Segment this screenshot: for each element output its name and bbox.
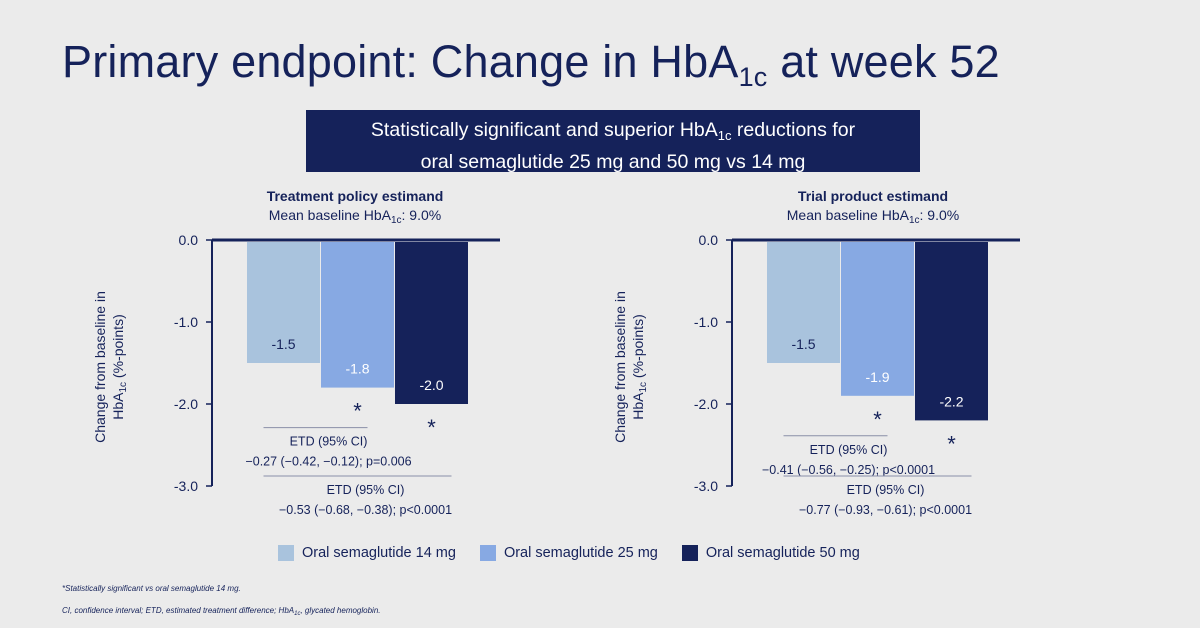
y-tick-label: -3.0 [174, 478, 198, 494]
footnote-abbreviations-a: CI, confidence interval; ETD, estimated … [62, 606, 295, 615]
bar-value-label: -2.0 [419, 377, 443, 393]
chart-subtitle: Mean baseline HbA1c: 9.0% [743, 206, 1003, 230]
y-tick-label: 0.0 [179, 232, 199, 248]
legend-item: Oral semaglutide 14 mg [278, 545, 456, 561]
etd-value-25mg: −0.41 (−0.56, −0.25); p<0.0001 [762, 463, 935, 477]
page-title: Primary endpoint: Change in HbA1c at wee… [62, 36, 1000, 93]
chart-legend: Oral semaglutide 14 mg Oral semaglutide … [278, 545, 860, 561]
chart-panel-treatment-policy: Treatment policy estimand Mean baseline … [92, 183, 620, 543]
legend-label: Oral semaglutide 25 mg [503, 545, 658, 561]
bar-1 [767, 242, 840, 363]
chart-subtitle-subscript: 1c [390, 215, 402, 226]
banner-line-1: Statistically significant and superior H… [306, 117, 920, 149]
bar-chart-svg: 0.0 -1.0 -2.0 -3.0 -1.5 -1.9 * -2.2 * ETD (95% CI… [694, 232, 1020, 517]
legend-label: Oral semaglutide 14 mg [302, 545, 456, 561]
bar-chart-svg: 0.0 -1.0 -2.0 -3.0 -1.5 -1.8 * -2.0 * ETD (95% CI… [174, 232, 500, 517]
chart-panel-trial-product: Trial product estimand Mean baseline HbA… [612, 183, 1140, 543]
legend-swatch-25mg [479, 545, 496, 561]
bar-value-label: -1.8 [345, 361, 369, 377]
legend-item: Oral semaglutide 50 mg [681, 545, 860, 561]
banner-line-1-a: Statistically significant and superior H… [370, 119, 718, 141]
legend-item: Oral semaglutide 25 mg [479, 545, 658, 561]
banner-line-2: oral semaglutide 25 mg and 50 mg vs 14 m… [420, 151, 806, 173]
bar-value-label: -2.2 [939, 393, 963, 409]
etd-heading-25mg: ETD (95% CI) [290, 435, 368, 449]
bar-2 [841, 242, 914, 396]
significance-star: * [427, 415, 436, 440]
banner-line-1-b: reductions for [731, 119, 856, 141]
chart-subtitle-a: Mean baseline HbA [268, 207, 391, 223]
chart-subtitle-subscript: 1c [908, 215, 920, 226]
significance-star: * [353, 399, 362, 424]
etd-heading-25mg: ETD (95% CI) [810, 443, 888, 457]
bar-2 [321, 242, 394, 388]
footnote-significance: *Statistically significant vs oral semag… [62, 584, 241, 593]
title-subscript: 1c [738, 62, 768, 92]
legend-swatch-14mg [278, 545, 294, 561]
title-text: Primary endpoint: Change in HbA [62, 36, 739, 87]
chart-subtitle: Mean baseline HbA1c: 9.0% [225, 206, 485, 230]
etd-value-25mg: −0.27 (−0.42, −0.12); p=0.006 [245, 455, 411, 469]
y-tick-label: -3.0 [694, 478, 718, 494]
y-tick-label: -1.0 [694, 314, 718, 330]
bar-3 [915, 242, 988, 421]
etd-value-50mg: −0.77 (−0.93, −0.61); p<0.0001 [799, 503, 972, 517]
bar-1 [247, 242, 320, 363]
etd-heading-50mg: ETD (95% CI) [847, 483, 925, 497]
chart-subtitle-b: : 9.0% [919, 207, 960, 223]
legend-swatch-50mg [681, 545, 698, 561]
etd-heading-50mg: ETD (95% CI) [327, 483, 405, 497]
significance-star: * [947, 431, 956, 456]
chart-subtitle-b: : 9.0% [401, 207, 442, 223]
y-tick-label: -1.0 [174, 314, 198, 330]
footnote-abbreviations-b: , glycated hemoglobin. [300, 606, 381, 615]
footnote-abbreviations-subscript: 1c [294, 611, 301, 617]
bar-3 [395, 242, 468, 404]
etd-value-50mg: −0.53 (−0.68, −0.38); p<0.0001 [279, 503, 452, 517]
title-tail: at week 52 [767, 36, 1000, 87]
y-tick-label: 0.0 [699, 232, 719, 248]
significance-star: * [873, 407, 882, 432]
chart-title: Treatment policy estimand [266, 188, 444, 204]
footnote-abbreviations: CI, confidence interval; ETD, estimated … [62, 606, 381, 617]
bar-value-label: -1.5 [271, 336, 295, 352]
key-message-banner: Statistically significant and superior H… [306, 110, 920, 173]
banner-line-1-subscript: 1c [717, 128, 732, 143]
panel-heading: Trial product estimand Mean baseline HbA… [743, 187, 1003, 230]
panel-heading: Treatment policy estimand Mean baseline … [225, 187, 485, 230]
bar-value-label: -1.5 [791, 336, 815, 352]
chart-title: Trial product estimand [797, 188, 949, 204]
chart-subtitle-a: Mean baseline HbA [786, 207, 909, 223]
y-tick-label: -2.0 [694, 396, 718, 412]
legend-label: Oral semaglutide 50 mg [705, 545, 860, 561]
bar-value-label: -1.9 [865, 369, 889, 385]
y-tick-label: -2.0 [174, 396, 198, 412]
